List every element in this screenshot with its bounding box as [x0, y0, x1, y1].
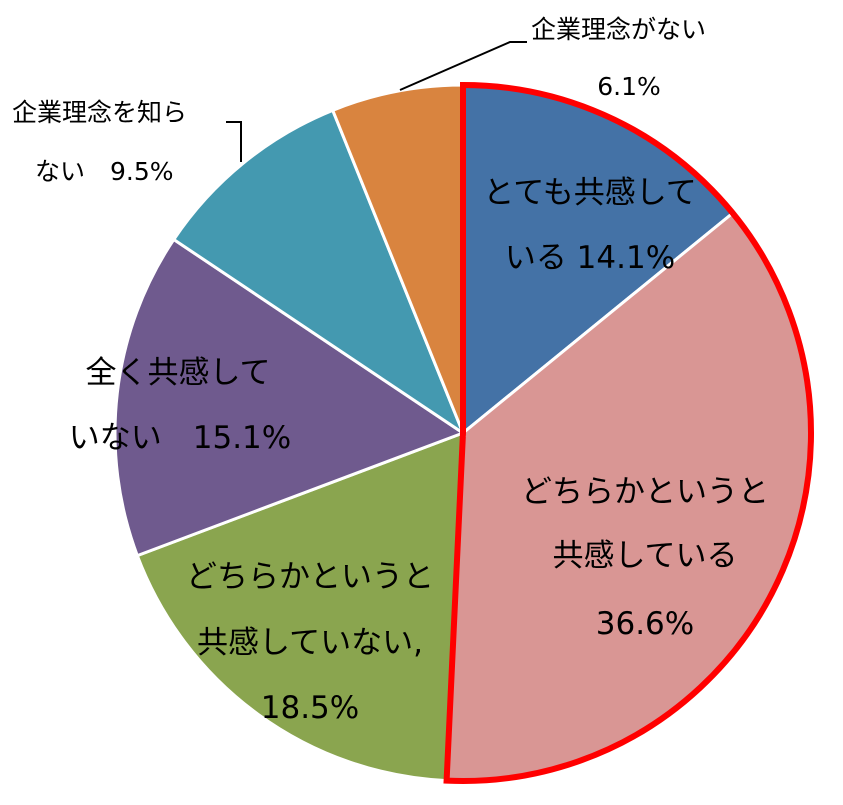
slice-label-line: いない 15.1%: [69, 420, 291, 456]
slice-label-line: 全く共感して: [85, 355, 270, 391]
slice-label-line: 企業理念がない: [531, 15, 706, 44]
slice-label-line: ない 9.5%: [35, 157, 174, 186]
slice-label-line: 共感していない,: [197, 625, 423, 661]
slice-label-line: 6.1%: [597, 72, 661, 101]
pie-slice-unknown-philosophy: [171, 108, 467, 437]
slice-label-not-sympathetic: 全く共感して いない 15.1%: [69, 355, 291, 456]
pie-slice-somewhat-not-sympathetic: [135, 430, 465, 783]
pie-slices: [113, 83, 813, 783]
slice-label-no-philosophy: 企業理念がない 6.1%: [531, 15, 706, 101]
slice-label-line: 36.6%: [596, 606, 694, 642]
slice-label-unknown-philosophy: 企業理念を知ら ない 9.5%: [12, 98, 187, 186]
pie-slice-not-sympathetic: [113, 237, 467, 558]
slice-label-line: どちらかというと: [521, 474, 769, 510]
slice-label-very-sympathetic: とても共感して いる 14.1%: [483, 175, 697, 276]
slice-label-line: とても共感して: [483, 175, 697, 211]
slice-label-line: いる 14.1%: [505, 240, 675, 276]
slice-label-somewhat-not-sympathetic: どちらかというと 共感していない, 18.5%: [186, 559, 434, 726]
highlight-outline: [443, 81, 814, 784]
leader-line-no-philosophy: [399, 41, 527, 91]
slice-label-line: 18.5%: [261, 690, 359, 726]
leader-line-unknown-philosophy: [226, 121, 242, 162]
leader-lines: [226, 41, 527, 162]
slice-label-line: どちらかというと: [186, 559, 434, 595]
slice-label-line: 共感している: [552, 538, 737, 574]
slice-label-line: 企業理念を知ら: [12, 98, 187, 127]
slice-label-somewhat-sympathetic: どちらかというと 共感している 36.6%: [521, 474, 769, 642]
